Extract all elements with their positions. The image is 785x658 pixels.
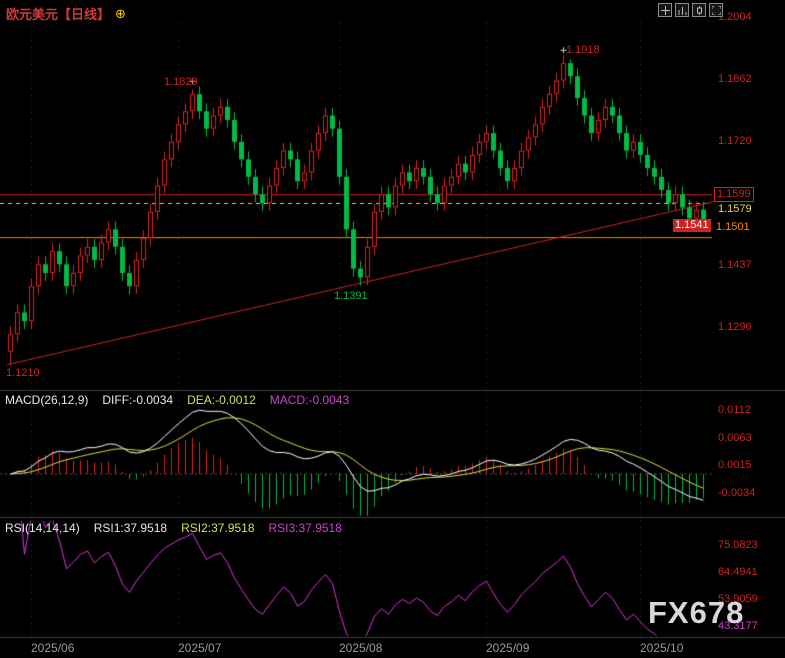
macd-axis-label: 0.0063: [718, 432, 752, 444]
price-axis-label: 1.1296: [718, 321, 752, 333]
fullscreen-icon[interactable]: [709, 3, 723, 17]
swing-low-label: 1.1391: [334, 290, 368, 302]
macd-axis-label: 0.0112: [718, 404, 751, 416]
support-price-label: 1.1501: [716, 221, 750, 233]
price-axis-label: 1.2004: [718, 11, 752, 23]
x-axis-label: 2025/07: [178, 641, 222, 655]
watermark: FX678: [648, 595, 745, 630]
x-axis-label: 2025/08: [339, 641, 383, 655]
x-axis-label: 2025/09: [486, 641, 530, 655]
rsi3-value: RSI3:37.9518: [268, 521, 342, 535]
resistance-price-label: 1.1599: [714, 187, 754, 202]
macd-value: MACD:-0.0043: [269, 393, 350, 407]
macd-axis-label: -0.0034: [718, 487, 756, 499]
rsi1-value: RSI1:37.9518: [93, 521, 168, 535]
macd-axis-label: 0.0015: [718, 459, 752, 471]
macd-diff-value: DIFF:-0.0034: [102, 393, 174, 407]
x-axis-label: 2025/06: [31, 641, 75, 655]
rsi-axis-label: 43.3177: [718, 620, 758, 632]
rsi-params-label: RSI(14,14,14): [5, 521, 80, 535]
swing-high-label: 1.1918: [566, 44, 600, 56]
price-axis-label: 1.1437: [718, 259, 752, 271]
macd-dea-value: DEA:-0.0012: [187, 393, 256, 407]
zoom-add-icon[interactable]: ⊕: [115, 5, 126, 21]
candlestick-mode-icon[interactable]: [692, 3, 706, 17]
x-axis-label: 2025/10: [640, 641, 684, 655]
last-price-label: 1.1541: [673, 219, 711, 232]
swing-low-label: 1.1210: [6, 367, 40, 379]
swing-high-label: 1.1829: [164, 76, 198, 88]
rsi2-value: RSI2:37.9518: [181, 521, 255, 535]
chart-toolbar: [658, 3, 723, 17]
rsi-axis-label: 64.4941: [718, 566, 758, 578]
crosshair-tool-icon[interactable]: [658, 3, 672, 17]
dashed-price-label: 1.1579: [718, 203, 752, 215]
macd-header: MACD(26,12,9) DIFF:-0.0034 DEA:-0.0012 M…: [5, 393, 349, 407]
price-axis-label: 1.1862: [718, 73, 752, 85]
price-axis-label: 1.1720: [718, 135, 752, 147]
symbol-title: 欧元美元【日线】: [6, 7, 111, 22]
bar-chart-icon[interactable]: [675, 3, 689, 17]
titlebar: 欧元美元【日线】 ⊕: [6, 4, 126, 23]
macd-params-label: MACD(26,12,9): [5, 393, 89, 407]
rsi-header: RSI(14,14,14) RSI1:37.9518 RSI2:37.9518 …: [5, 521, 342, 535]
rsi-axis-label: 75.0823: [718, 539, 758, 551]
rsi-axis-label: 53.9059: [718, 593, 758, 605]
